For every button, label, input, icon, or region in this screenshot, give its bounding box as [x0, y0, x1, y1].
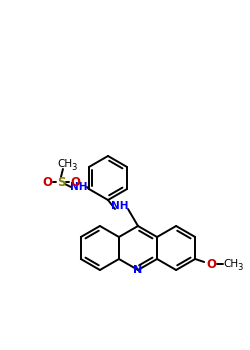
Text: S: S	[57, 175, 65, 189]
Text: 3: 3	[71, 163, 77, 173]
Text: O: O	[42, 175, 52, 189]
Text: O: O	[70, 175, 80, 189]
Text: O: O	[206, 258, 216, 271]
Text: CH: CH	[224, 259, 239, 269]
Text: 3: 3	[238, 264, 243, 273]
Text: NH: NH	[111, 201, 129, 211]
Text: NH: NH	[70, 182, 88, 192]
Text: CH: CH	[58, 159, 72, 169]
Text: N: N	[134, 265, 142, 275]
